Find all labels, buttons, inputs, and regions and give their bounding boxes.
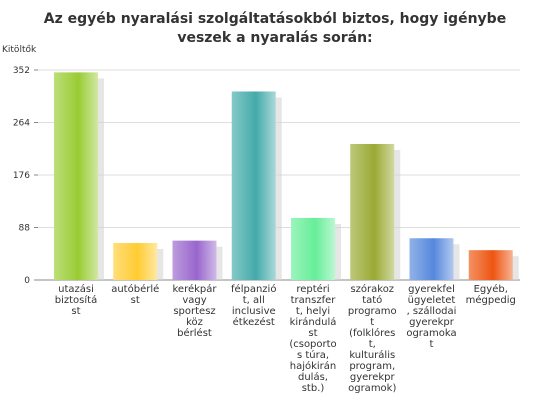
y-tick-label: 264 [13,119,30,129]
y-tick-label: 176 [13,171,30,181]
x-category-label: kerékpár vagy sportesz köz bérlést [172,283,217,339]
bar[interactable] [350,143,395,280]
chart-title: Az egyéb nyaralási szolgáltatásokból biz… [43,11,507,46]
x-category-label: Egyéb, mégpedig [466,283,516,306]
x-category-label: gyerekfel ügyeletet, szállodai gyerekpr ogr… [406,284,456,350]
y-tick-label: 352 [13,66,30,76]
x-category-label: utazási biztosítá st [55,283,97,317]
bar[interactable] [54,72,98,281]
y-axis-label: Kitöltők [2,45,37,55]
x-category-label: szórakoz tató programo t (folklóres t, kulturá… [348,283,397,394]
bar[interactable] [231,91,276,281]
bar[interactable] [409,238,454,280]
category-labels: utazási biztosítá st autóbérlé st kerékpár vag… [55,283,516,394]
y-axis-ticks: 0 88 176 264 352 [13,66,30,286]
x-category-label: reptéri transzfer t, helyi kirándulá st (csop… [289,283,336,394]
bar[interactable] [468,250,513,280]
bar[interactable] [172,240,217,280]
y-tick-label: 0 [24,276,30,286]
x-category-label: autóbérlé st [111,283,159,306]
bars [54,72,519,281]
bar[interactable] [291,217,335,280]
y-tick-label: 88 [19,224,31,234]
bar[interactable] [113,243,158,280]
x-category-label: félpanzió t, all inclusive étkezést [231,283,276,328]
